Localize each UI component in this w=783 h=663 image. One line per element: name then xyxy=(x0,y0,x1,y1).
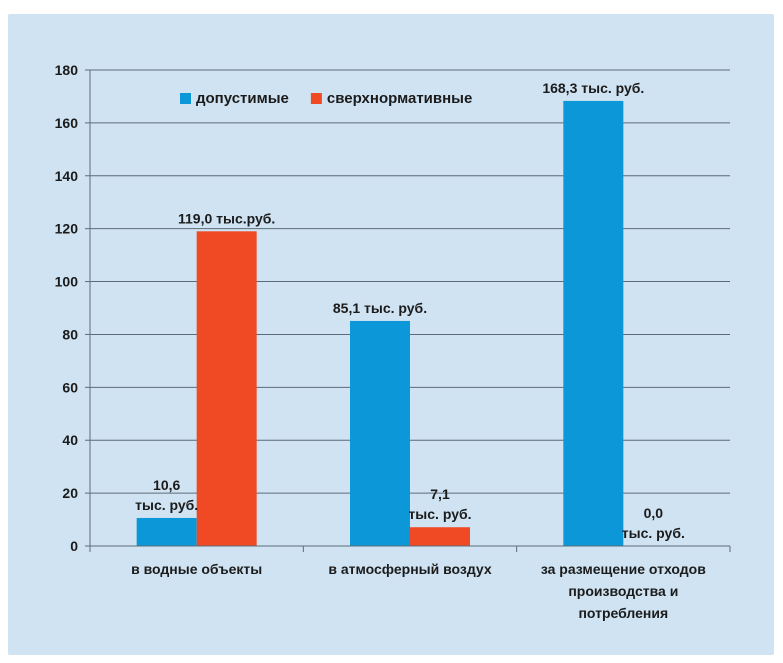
y-tick-label: 40 xyxy=(62,432,78,448)
bar-excess xyxy=(410,527,470,546)
y-tick-label: 140 xyxy=(55,168,79,184)
bar-chart: 0 20 40 60 80 100 120 140 160 180 10,6 тыс. руб. 85… xyxy=(55,62,731,621)
data-label: 119,0 тыс.руб. xyxy=(178,210,275,226)
y-axis: 0 20 40 60 80 100 120 140 160 180 xyxy=(55,62,91,554)
bars xyxy=(136,100,624,547)
bar-allowed xyxy=(136,517,197,546)
y-tick-label: 20 xyxy=(62,485,78,501)
data-label: 168,3 тыс. руб. xyxy=(542,80,644,96)
legend-label: допустимые xyxy=(196,90,289,107)
y-tick-label: 160 xyxy=(55,115,79,131)
data-label: 0,0 xyxy=(644,505,664,521)
x-axis: в водные объекты в атмосферный воздух за р… xyxy=(89,545,731,621)
data-label: 85,1 тыс. руб. xyxy=(333,300,427,316)
data-label: тыс. руб. xyxy=(135,497,198,513)
bar-excess xyxy=(196,231,257,547)
legend-label: сверхнормативные xyxy=(327,90,472,107)
x-category-label: в водные объекты xyxy=(131,561,262,577)
y-tick-label: 60 xyxy=(62,379,78,395)
x-category-label: потребления xyxy=(578,605,668,621)
legend-swatch xyxy=(180,93,191,104)
y-tick-label: 80 xyxy=(62,326,78,342)
x-category-label: за размещение отходов xyxy=(541,561,706,577)
legend: допустимые сверхнормативные xyxy=(180,90,472,107)
y-tick-label: 100 xyxy=(55,274,79,290)
y-tick-label: 180 xyxy=(55,62,79,78)
x-category-label: производства и xyxy=(568,583,678,599)
legend-swatch xyxy=(310,93,322,104)
bar-allowed xyxy=(563,100,624,546)
data-label: 10,6 xyxy=(153,477,180,493)
data-label: тыс. руб. xyxy=(622,525,685,541)
data-label: тыс. руб. xyxy=(408,506,471,522)
x-category-label: в атмосферный воздух xyxy=(328,561,492,577)
y-tick-label: 0 xyxy=(70,538,78,554)
chart-frame: 0 20 40 60 80 100 120 140 160 180 10,6 тыс. руб. 85… xyxy=(8,14,774,655)
data-labels: 10,6 тыс. руб. 85,1 тыс. руб. 168,3 тыс. ру… xyxy=(135,80,685,541)
y-tick-label: 120 xyxy=(55,221,79,237)
data-label: 7,1 xyxy=(430,486,450,502)
bar-allowed xyxy=(350,320,410,546)
